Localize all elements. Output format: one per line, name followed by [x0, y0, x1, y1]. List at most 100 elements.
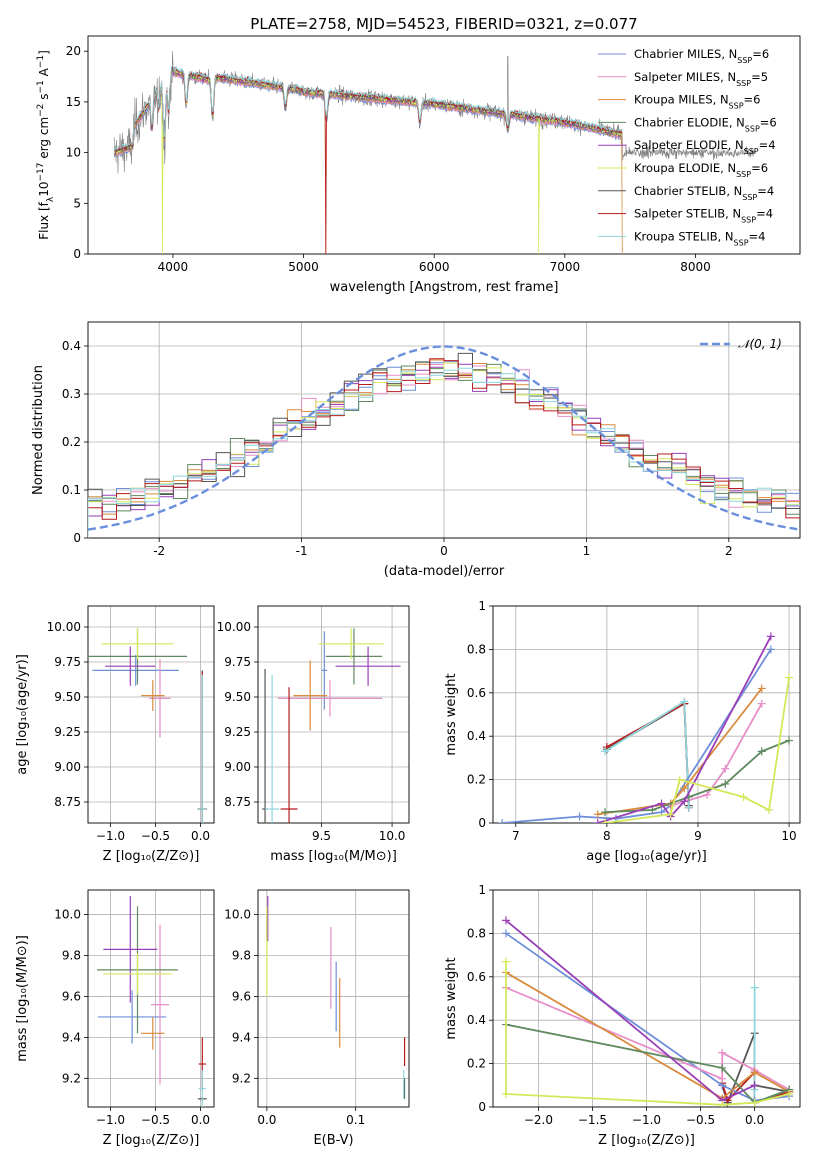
legend-label-8: Kroupa STELIB, NSSP=4	[634, 229, 765, 247]
errorbar-point-8	[198, 674, 206, 823]
y-axis-label: age [log₁₀(age/yr)]	[15, 654, 30, 775]
y-tick-label: 10.0	[224, 908, 251, 922]
weight-marker-5	[785, 1089, 794, 1098]
weight-marker-5	[501, 957, 510, 966]
errorbar-point-4	[105, 646, 156, 686]
model-spectrum-line-0	[113, 70, 623, 158]
weight-marker-5	[750, 1098, 759, 1107]
model-spectrum-line-3	[113, 67, 623, 157]
model-spectrum-line-1	[113, 71, 623, 157]
legend-nssp: =5	[751, 70, 768, 84]
legend-label-6: Chabrier STELIB, NSSP=4	[634, 184, 774, 202]
weight-line-2	[597, 687, 763, 816]
y-tick-label: 9.2	[232, 1071, 251, 1085]
mass-vs-ebv-panel: 0.0 0.1 9.2 9.4 9.6 9.8 10.0 E(B-V)	[224, 889, 410, 1148]
weight-marker-8	[750, 983, 759, 992]
y-tick-label: 0.3	[62, 387, 81, 401]
x-axis-label: wavelength [Angstrom, rest frame]	[330, 280, 559, 295]
weight-marker-5	[765, 805, 774, 814]
x-tick-label: 10.0	[379, 829, 406, 843]
weight-marker-5	[739, 792, 748, 801]
legend-nssp: =4	[757, 184, 774, 198]
axes-frame	[87, 605, 215, 824]
y-axis-label: mass [log₁₀(M/M⊙)]	[15, 935, 30, 1062]
residuals-panel: -2 -1 0 1 2 0 0.1 0.2 0.3 0.4 (data-model)/error No…	[31, 321, 801, 579]
x-tick-label: −0.5	[141, 1113, 170, 1127]
legend-label-5: Kroupa ELODIE, NSSP=6	[634, 161, 768, 179]
y-tick-label: 15	[66, 95, 81, 109]
legend-subscript: SSP	[729, 101, 744, 110]
legend-nssp: =4	[756, 207, 773, 221]
x-tick-label: 5000	[288, 260, 319, 274]
weight-marker-3	[718, 1063, 727, 1072]
weight-marker-1	[721, 764, 730, 773]
y-tick-label: 9.8	[62, 949, 81, 963]
x-tick-label: 0.0	[191, 1113, 210, 1127]
errorbar-point-5	[103, 953, 172, 995]
weight-marker-4	[750, 1081, 759, 1090]
x-tick-label: 0.1	[346, 1113, 365, 1127]
y-axis-label: mass weight	[444, 673, 459, 755]
y-tick-label: 8.75	[224, 795, 251, 809]
axes-frame	[87, 889, 215, 1108]
x-tick-label: 7	[512, 829, 520, 843]
x-tick-label: 0.0	[745, 1113, 764, 1127]
model-spectrum-line-8	[113, 64, 623, 152]
weight-marker-5	[718, 1100, 727, 1107]
y-tick-label: 9.00	[54, 760, 81, 774]
y-axis-label-part: s	[37, 94, 51, 104]
legend-series-name: Chabrier ELODIE, N	[634, 115, 745, 129]
weight-marker-4	[657, 799, 666, 808]
histograms	[88, 345, 800, 538]
weight-marker-0	[498, 819, 507, 823]
x-tick-label: 8	[603, 829, 611, 843]
weight-marker-5	[666, 810, 675, 819]
x-axis-label: E(B-V)	[313, 1133, 353, 1148]
x-tick-label: 2	[725, 544, 733, 558]
x-tick-label: -2	[153, 544, 165, 558]
axes-frame	[87, 321, 801, 539]
y-tick-label: 9.50	[224, 690, 251, 704]
x-tick-label: −0.5	[141, 829, 170, 843]
y-tick-label: 9.75	[54, 655, 81, 669]
weight-lines	[498, 632, 794, 823]
weight-marker-8	[684, 803, 693, 812]
y-axis-label-part: λ	[46, 196, 56, 202]
error-bars	[97, 896, 207, 1107]
weight-marker-4	[501, 916, 510, 925]
y-axis-label-part: Flux [f	[37, 201, 51, 239]
y-tick-label: 0.4	[467, 729, 486, 743]
legend-series-name: Chabrier MILES, N	[634, 47, 737, 61]
y-tick-label: 1	[478, 599, 486, 613]
y-tick-label: 0.4	[467, 1013, 486, 1027]
weight-marker-0	[575, 812, 584, 821]
y-tick-label: 9.2	[62, 1071, 81, 1085]
legend-nssp: =4	[749, 229, 766, 243]
y-tick-label: 0	[478, 1100, 486, 1114]
weight-marker-2	[593, 810, 602, 819]
y-tick-label: 10	[66, 146, 81, 160]
weight-line-0	[502, 648, 772, 823]
errorbar-point-2	[141, 1016, 165, 1050]
y-tick-label: 9.25	[224, 725, 251, 739]
spectrum-panel: 4000 5000 6000 7000 8000 0 5 10 15 20 wavelength […	[36, 35, 801, 295]
age-vs-metallicity-panel: −1.0 −0.5 0.0 8.75 9.00 9.25 9.50 9.75 10.00 Z [l…	[15, 605, 215, 864]
y-axis-label-part: −1	[36, 55, 46, 68]
x-axis-label: Z [log₁₀(Z/Z⊙)]	[598, 1133, 695, 1148]
y-axis-label-part: A	[37, 67, 51, 80]
weight-marker-2	[757, 684, 766, 693]
legend-subscript: SSP	[741, 215, 756, 224]
weight-marker-0	[766, 645, 775, 654]
error-bars	[88, 628, 207, 823]
x-tick-label: −1.0	[96, 829, 125, 843]
x-tick-label: −1.0	[632, 1113, 661, 1127]
y-tick-label: 10.0	[54, 908, 81, 922]
y-axis-label: mass weight	[444, 957, 459, 1039]
weight-marker-4	[593, 819, 602, 823]
weight-marker-8	[680, 697, 689, 706]
weight-marker-1	[757, 699, 766, 708]
legend-series-name: Salpeter ELODIE, N	[634, 138, 744, 152]
y-axis-label-part: −2	[36, 104, 46, 117]
y-tick-label: 0.6	[467, 970, 486, 984]
